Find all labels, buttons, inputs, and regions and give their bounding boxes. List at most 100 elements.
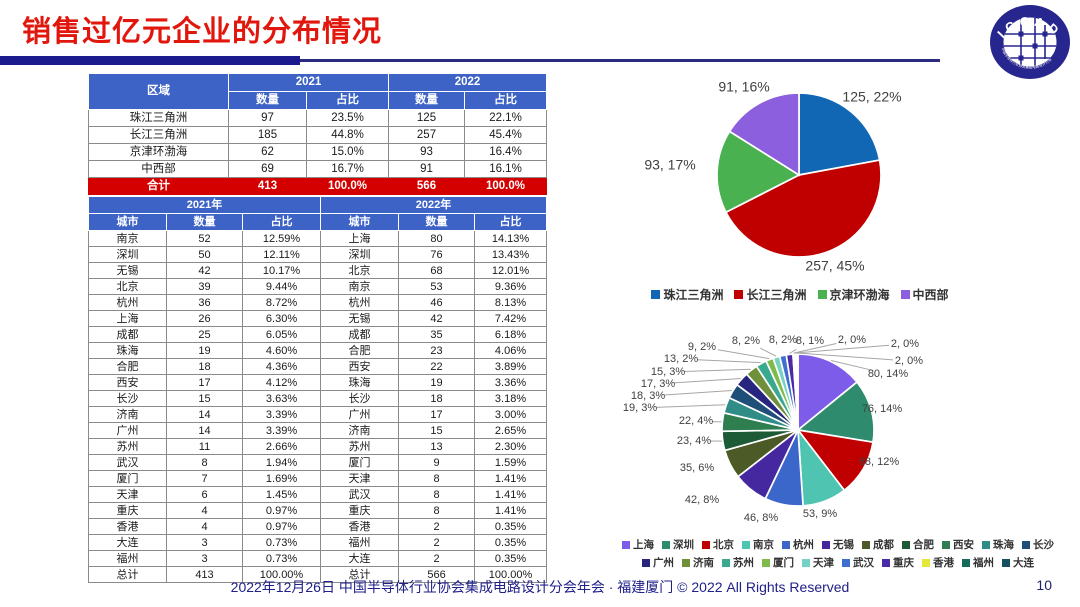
pie-label-leader-line (789, 348, 797, 354)
pie-data-label: 9, 2% (688, 341, 716, 353)
table-cell: 2.30% (474, 438, 548, 455)
table-cell: 15 (166, 390, 243, 407)
table-cell: 4.12% (241, 374, 322, 391)
legend-swatch-icon (742, 540, 750, 549)
legend-swatch-icon (802, 558, 810, 567)
legend-item: 北京 (702, 537, 734, 552)
table-cell: 12.59% (241, 230, 322, 247)
table-cell: 125 (388, 109, 465, 127)
pie-slice (797, 353, 859, 432)
table-cell: 10.17% (241, 262, 322, 279)
city-table-header-2021: 2021年 (87, 196, 322, 214)
table-cell: 13 (398, 438, 476, 455)
table-cell: 成都 (320, 326, 400, 343)
legend-swatch-icon (722, 558, 730, 567)
table-cell: 重庆 (320, 502, 400, 519)
table-cell: 8 (398, 470, 476, 487)
city-table-header-count: 数量 (166, 213, 243, 231)
table-cell: 无锡 (88, 262, 167, 279)
pie-data-label: 93, 17% (644, 157, 695, 173)
table-row: 中西部 69 16.7% 91 16.1% (88, 160, 547, 178)
pie-label-leader-line (830, 360, 873, 371)
table-cell: 97 (228, 109, 307, 127)
table-cell: 0.35% (474, 550, 548, 567)
legend-label: 重庆 (893, 557, 914, 569)
table-row: 珠海 19 4.60% 合肥 23 4.06% (88, 342, 548, 359)
pie-slice (728, 92, 800, 177)
pie-data-label: 8, 1% (796, 335, 824, 347)
legend-swatch-icon (942, 540, 950, 549)
region-table-header-count: 数量 (388, 91, 465, 110)
table-cell: 1.41% (474, 502, 548, 519)
table-cell: 0.35% (474, 534, 548, 551)
table-cell: 14 (166, 406, 243, 423)
legend-label: 京津环渤海 (829, 288, 890, 302)
pie-label-leader-line (717, 349, 770, 360)
table-cell: 9 (398, 454, 476, 471)
table-cell: 8 (166, 454, 243, 471)
legend-label: 中西部 (912, 288, 949, 302)
table-cell: 17 (398, 406, 476, 423)
table-cell: 长江三角洲 (88, 126, 229, 144)
table-cell: 42 (398, 310, 476, 327)
table-cell: 总计 (88, 566, 167, 583)
legend-item: 南京 (742, 537, 774, 552)
pie-data-label: 8, 2% (732, 335, 760, 347)
table-cell: 合计 (88, 177, 229, 195)
pie-data-label: 257, 45% (805, 258, 864, 274)
table-cell: 12.11% (241, 246, 322, 263)
pie-label-leader-line (663, 390, 732, 396)
table-row: 西安 17 4.12% 珠海 19 3.36% (88, 374, 548, 391)
table-cell: 3.00% (474, 406, 548, 423)
legend-item: 无锡 (822, 537, 854, 552)
legend-item: 福州 (962, 555, 994, 570)
table-cell: 大连 (320, 550, 400, 567)
legend-item: 广州 (642, 555, 674, 570)
legend-swatch-icon (662, 540, 670, 549)
legend-label: 厦门 (773, 557, 794, 569)
pie-label-leader-line (683, 368, 751, 372)
table-cell: 深圳 (88, 246, 167, 263)
legend-swatch-icon (682, 558, 690, 567)
table-cell: 7 (166, 470, 243, 487)
table-cell: 成都 (88, 326, 167, 343)
pie-data-label: 22, 4% (679, 415, 713, 427)
legend-swatch-icon (1002, 558, 1010, 567)
legend-item: 长江三角洲 (734, 286, 807, 303)
pie-data-label: 19, 3% (623, 402, 657, 414)
table-cell: 12.01% (474, 262, 548, 279)
table-cell: 杭州 (320, 294, 400, 311)
table-row: 广州 14 3.39% 济南 15 2.65% (88, 422, 548, 439)
table-cell: 上海 (320, 230, 400, 247)
table-cell: 3.39% (241, 422, 322, 439)
table-cell: 413 (228, 177, 307, 195)
table-cell: 18 (398, 390, 476, 407)
table-row: 香港 4 0.97% 香港 2 0.35% (88, 518, 548, 535)
pie-data-label: 91, 16% (718, 79, 769, 95)
cities-pie-legend: 上海 深圳 北京 南京 杭州 无锡 成都 合肥 西安 珠海 长沙 广州 济南 苏州 厦门 天津 武汉 重庆 香港 福州… (620, 537, 1056, 570)
pie-label-leader-line (795, 344, 890, 354)
table-cell: 26 (166, 310, 243, 327)
cities-pie-chart: 80, 14% 76, 14% 68, 12% 53, 9% 46, 8% 42, 8% 3… (623, 334, 923, 524)
table-cell: 长沙 (320, 390, 400, 407)
pie-data-label: 42, 8% (685, 494, 719, 506)
legend-label: 长江三角洲 (746, 288, 807, 302)
table-cell: 0.73% (241, 534, 322, 551)
legend-label: 合肥 (913, 539, 934, 551)
legend-item: 成都 (862, 537, 894, 552)
table-cell: 22 (398, 358, 476, 375)
table-cell: 7.42% (474, 310, 548, 327)
table-cell: 25 (166, 326, 243, 343)
city-table-header-city: 城市 (320, 213, 400, 231)
table-cell: 80 (398, 230, 476, 247)
pie-data-label: 2, 0% (891, 338, 919, 350)
table-cell: 17 (166, 374, 243, 391)
table-cell: 西安 (320, 358, 400, 375)
table-cell: 8 (398, 486, 476, 503)
table-cell: 0.97% (241, 502, 322, 519)
footer-text: 2022年12月26日 中国半导体行业协会集成电路设计分会年会 · 福建厦门 ©… (230, 579, 850, 595)
region-table-header-region: 区域 (88, 73, 229, 110)
pie-slice (798, 92, 881, 177)
pie-data-label: 23, 4% (677, 435, 711, 447)
legend-label: 苏州 (733, 557, 754, 569)
